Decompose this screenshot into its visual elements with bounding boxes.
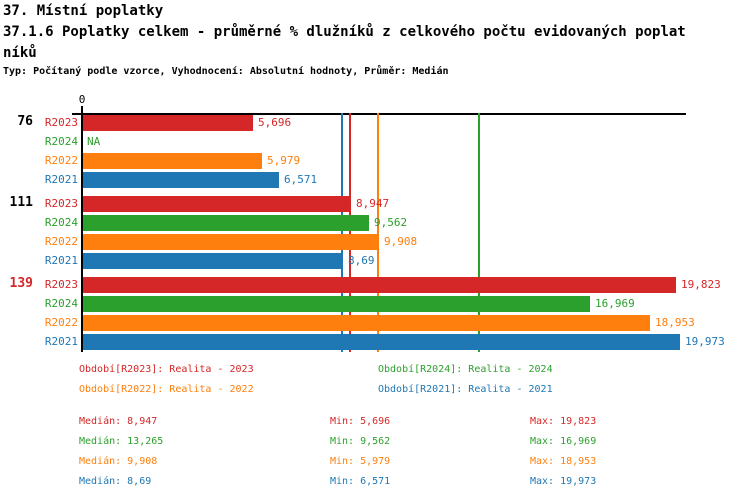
bar-r2024 xyxy=(83,296,590,312)
stat-median: Medián: 13,265 xyxy=(79,436,164,447)
bar-r2021 xyxy=(83,172,279,188)
bar-r2022 xyxy=(83,315,650,331)
median-line-r2024 xyxy=(478,113,480,352)
stat-median: Medián: 8,947 xyxy=(79,416,158,427)
row-label-r2024: R2024 xyxy=(44,297,78,310)
stat-max: Max: 19,823 xyxy=(530,416,597,427)
chart-title-line2: níků xyxy=(3,45,37,61)
bar-r2022 xyxy=(83,234,379,250)
bar-value-label: 8,947 xyxy=(356,197,390,210)
stat-median: Medián: 8,69 xyxy=(79,476,152,487)
bar-r2021 xyxy=(83,253,343,269)
legend-item-r2021: Období[R2021]: Realita - 2021 xyxy=(378,384,553,395)
bar-value-label: 18,953 xyxy=(655,316,695,329)
stat-median: Medián: 9,908 xyxy=(79,456,158,467)
median-line-r2023 xyxy=(349,113,351,352)
row-label-r2024: R2024 xyxy=(44,216,78,229)
stat-max: Max: 18,953 xyxy=(530,456,597,467)
bar-value-label-na: NA xyxy=(87,135,101,148)
group-label-111: 111 xyxy=(9,195,33,210)
row-label-r2021: R2021 xyxy=(44,335,78,348)
bar-value-label: 9,908 xyxy=(384,235,418,248)
bar-r2023 xyxy=(83,277,676,293)
row-label-r2021: R2021 xyxy=(44,254,78,267)
bar-value-label: 16,969 xyxy=(595,297,635,310)
group-label-76: 76 xyxy=(17,114,33,129)
legend-item-r2023: Období[R2023]: Realita - 2023 xyxy=(79,364,254,375)
bar-value-label: 5,979 xyxy=(267,154,301,167)
bar-chart: 0 76 R2023 5,696 R2024 NA R2022 5,979 R2021 6,571… xyxy=(0,90,750,360)
bar-r2023 xyxy=(83,115,253,131)
stat-min: Min: 6,571 xyxy=(330,476,391,487)
bar-value-label: 19,823 xyxy=(681,278,721,291)
row-label-r2024: R2024 xyxy=(44,135,78,148)
stat-max: Max: 19,973 xyxy=(530,476,597,487)
row-label-r2021: R2021 xyxy=(44,173,78,186)
x-axis-tick xyxy=(81,106,83,113)
bar-value-label: 8,69 xyxy=(348,254,375,267)
bar-r2023 xyxy=(83,196,351,212)
x-axis-line xyxy=(72,113,686,115)
row-label-r2022: R2022 xyxy=(44,235,78,248)
bar-r2024 xyxy=(83,215,369,231)
bar-value-label: 9,562 xyxy=(374,216,408,229)
row-label-r2022: R2022 xyxy=(44,316,78,329)
bar-value-label: 5,696 xyxy=(258,116,292,129)
stat-min: Min: 9,562 xyxy=(330,436,391,447)
stat-min: Min: 5,979 xyxy=(330,456,391,467)
x-axis-tick-label: 0 xyxy=(78,93,86,106)
median-line-r2022 xyxy=(377,113,379,352)
bar-r2022 xyxy=(83,153,262,169)
row-label-r2023: R2023 xyxy=(44,116,78,129)
row-label-r2022: R2022 xyxy=(44,154,78,167)
row-label-r2023: R2023 xyxy=(44,197,78,210)
bar-value-label: 19,973 xyxy=(685,335,725,348)
bar-value-label: 6,571 xyxy=(284,173,318,186)
stat-min: Min: 5,696 xyxy=(330,416,391,427)
stat-max: Max: 16,969 xyxy=(530,436,597,447)
median-line-r2021 xyxy=(341,113,343,352)
page-title: 37. Místní poplatky xyxy=(3,3,164,19)
legend-item-r2022: Období[R2022]: Realita - 2022 xyxy=(79,384,254,395)
legend-item-r2024: Období[R2024]: Realita - 2024 xyxy=(378,364,553,375)
y-axis-line xyxy=(81,113,83,352)
chart-title-line1: 37.1.6 Poplatky celkem - průměrné % dluž… xyxy=(3,24,686,40)
chart-meta-info: Typ: Počítaný podle vzorce, Vyhodnocení:… xyxy=(3,66,449,77)
row-label-r2023: R2023 xyxy=(44,278,78,291)
bar-r2021 xyxy=(83,334,680,350)
group-label-139: 139 xyxy=(9,276,33,291)
